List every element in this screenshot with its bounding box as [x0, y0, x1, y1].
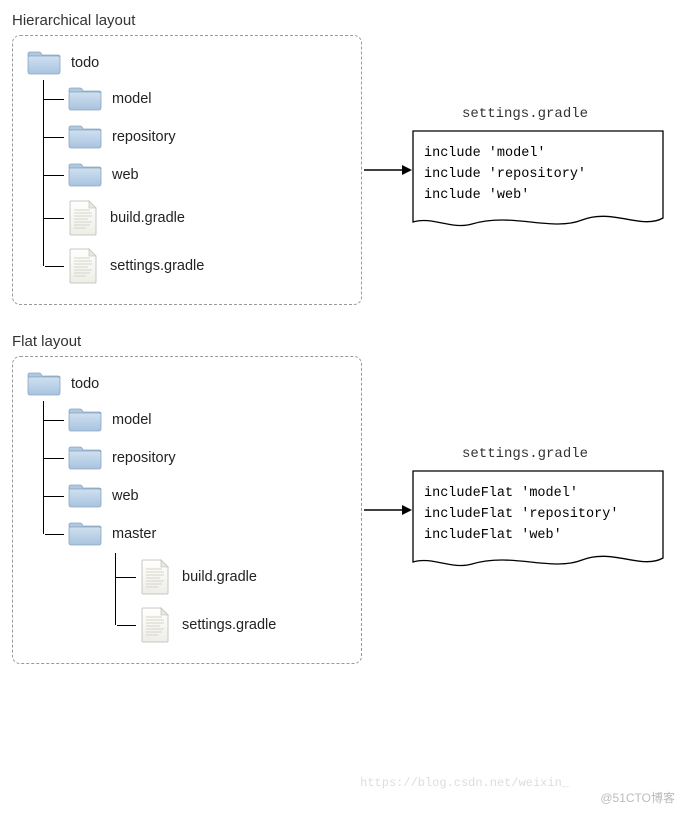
section-flat: Flat layout todo model repository web: [12, 333, 677, 664]
code-box: include 'model' include 'repository' inc…: [412, 130, 664, 234]
code-box: includeFlat 'model' includeFlat 'reposit…: [412, 470, 664, 574]
tree-box-hierarchical: todo model repository web build.gradle: [12, 35, 362, 305]
tree-item: web: [44, 156, 343, 194]
tree-item: settings.gradle: [44, 242, 343, 290]
tree-item: model: [44, 80, 343, 118]
code-area-hierarchical: settings.gradle include 'model' include …: [412, 106, 664, 234]
file-icon: [140, 559, 170, 595]
folder-label: todo: [71, 55, 99, 71]
folder-label: master: [112, 526, 156, 542]
tree-item: build.gradle: [116, 553, 343, 601]
watermark: @51CTO博客: [600, 789, 675, 806]
folder-icon: [68, 407, 102, 433]
folder-icon: [68, 483, 102, 509]
folder-label: web: [112, 488, 139, 504]
folder-icon: [68, 124, 102, 150]
watermark-url: https://blog.csdn.net/weixin_: [360, 776, 569, 790]
folder-icon: [68, 521, 102, 547]
code-area-flat: settings.gradle includeFlat 'model' incl…: [412, 446, 664, 574]
file-icon: [140, 607, 170, 643]
tree-item: master: [44, 515, 343, 553]
file-label: settings.gradle: [110, 258, 204, 274]
file-label: build.gradle: [182, 569, 257, 585]
tree-root: todo: [27, 371, 343, 397]
folder-label: model: [112, 91, 152, 107]
file-label: settings.gradle: [182, 617, 276, 633]
folder-label: repository: [112, 450, 176, 466]
tree-item: settings.gradle: [116, 601, 343, 649]
tree-item: web: [44, 477, 343, 515]
folder-label: web: [112, 167, 139, 183]
tree-item: repository: [44, 439, 343, 477]
section-title: Hierarchical layout: [12, 12, 677, 29]
file-label: build.gradle: [110, 210, 185, 226]
tree-item: repository: [44, 118, 343, 156]
folder-label: model: [112, 412, 152, 428]
tree-box-flat: todo model repository web master: [12, 356, 362, 664]
tree-nested: build.gradle settings.gradle: [85, 553, 343, 649]
folder-icon: [27, 50, 61, 76]
folder-label: todo: [71, 376, 99, 392]
arrow: [362, 160, 412, 180]
arrow: [362, 500, 412, 520]
code-content: include 'model' include 'repository' inc…: [424, 144, 586, 207]
code-content: includeFlat 'model' includeFlat 'reposit…: [424, 484, 618, 547]
folder-icon: [27, 371, 61, 397]
section-title: Flat layout: [12, 333, 677, 350]
folder-icon: [68, 445, 102, 471]
code-title: settings.gradle: [462, 106, 588, 122]
folder-icon: [68, 162, 102, 188]
folder-icon: [68, 86, 102, 112]
tree-item: model: [44, 401, 343, 439]
file-icon: [68, 248, 98, 284]
tree-root: todo: [27, 50, 343, 76]
section-hierarchical: Hierarchical layout todo model repositor…: [12, 12, 677, 305]
file-icon: [68, 200, 98, 236]
arrow-icon: [362, 500, 412, 520]
tree-item: build.gradle: [44, 194, 343, 242]
arrow-icon: [362, 160, 412, 180]
folder-label: repository: [112, 129, 176, 145]
code-title: settings.gradle: [462, 446, 588, 462]
